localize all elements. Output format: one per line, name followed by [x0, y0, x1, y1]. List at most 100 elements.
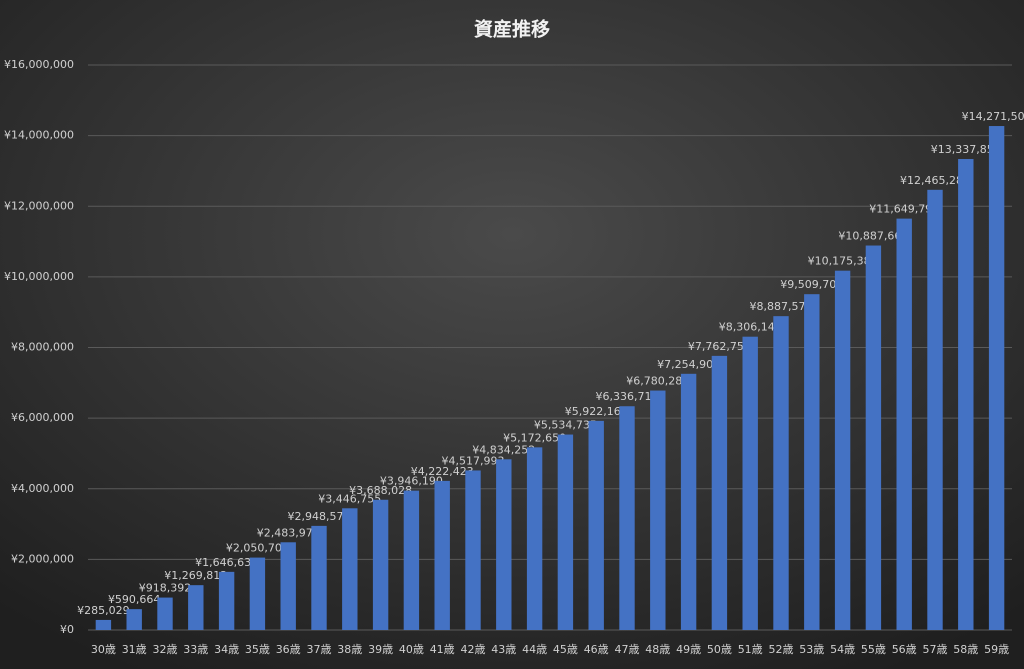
- chart-title: 資産推移: [474, 18, 550, 41]
- y-tick-label: ¥0: [60, 623, 74, 636]
- bar: [434, 480, 450, 630]
- data-label: ¥14,271,504: [962, 110, 1024, 123]
- x-tick-label: 54歳: [830, 643, 855, 656]
- data-label: ¥11,649,798: [869, 203, 939, 216]
- bar: [249, 557, 266, 630]
- data-label: ¥8,306,145: [719, 321, 782, 334]
- bar: [680, 373, 697, 630]
- data-label: ¥1,646,637: [195, 556, 258, 569]
- y-tick-label: ¥4,000,000: [11, 482, 74, 495]
- bar: [188, 585, 204, 630]
- bar: [126, 609, 142, 630]
- data-label: ¥9,509,706: [780, 278, 843, 291]
- data-label: ¥1,269,812: [164, 569, 227, 582]
- bar: [557, 434, 574, 630]
- bar: [372, 499, 389, 630]
- x-tick-label: 53歳: [799, 643, 824, 656]
- bar: [496, 459, 512, 630]
- x-tick-label: 33歳: [183, 643, 208, 656]
- x-tick-label: 46歳: [584, 643, 609, 656]
- data-label: ¥918,392: [139, 582, 192, 595]
- data-label: ¥10,887,662: [838, 230, 908, 243]
- bar: [619, 406, 635, 630]
- x-tick-label: 44歳: [522, 643, 547, 656]
- bar: [157, 597, 173, 630]
- bar: [896, 218, 912, 630]
- x-tick-label: 43歳: [491, 643, 516, 656]
- x-tick-label: 50歳: [707, 643, 732, 656]
- x-tick-label: 31歳: [122, 643, 147, 656]
- bar: [834, 270, 851, 630]
- x-tick-label: 48歳: [645, 643, 670, 656]
- data-label: ¥3,446,755: [318, 492, 381, 505]
- bar: [988, 126, 1005, 631]
- x-tick-label: 39歳: [368, 643, 393, 656]
- bar: [958, 159, 974, 631]
- data-label: ¥8,887,575: [750, 300, 813, 313]
- bar: [865, 245, 882, 631]
- data-label: ¥2,050,702: [226, 542, 289, 555]
- x-tick-label: 52歳: [769, 643, 794, 656]
- bar: [773, 316, 789, 630]
- data-label: ¥10,175,385: [808, 255, 878, 268]
- bar: [526, 447, 543, 630]
- x-tick-label: 51歳: [738, 643, 763, 656]
- data-label: ¥5,922,167: [565, 405, 628, 418]
- x-tick-label: 45歳: [553, 643, 578, 656]
- data-label: ¥2,948,573: [288, 510, 351, 523]
- bar: [218, 571, 235, 630]
- data-label: ¥4,222,423: [411, 465, 474, 478]
- bar: [650, 390, 666, 630]
- x-tick-label: 30歳: [91, 643, 116, 656]
- x-tick-label: 49歳: [676, 643, 701, 656]
- x-tick-label: 58歳: [953, 643, 978, 656]
- bar: [280, 542, 296, 630]
- bar: [711, 355, 728, 630]
- bar: [742, 336, 758, 630]
- data-label: ¥12,465,284: [900, 174, 970, 187]
- x-tick-label: 32歳: [153, 643, 178, 656]
- data-label: ¥5,172,650: [503, 431, 566, 444]
- bar: [342, 508, 358, 630]
- data-label: ¥7,762,752: [688, 340, 751, 353]
- x-tick-label: 35歳: [245, 643, 270, 656]
- bar: [403, 490, 420, 630]
- x-tick-label: 42歳: [461, 643, 486, 656]
- x-tick-label: 40歳: [399, 643, 424, 656]
- y-tick-label: ¥10,000,000: [4, 270, 74, 283]
- x-tick-label: 57歳: [923, 643, 948, 656]
- x-tick-label: 34歳: [214, 643, 239, 656]
- y-tick-label: ¥14,000,000: [4, 129, 74, 142]
- y-tick-label: ¥6,000,000: [11, 411, 74, 424]
- x-tick-label: 55歳: [861, 643, 886, 656]
- y-tick-label: ¥16,000,000: [4, 58, 74, 71]
- data-label: ¥285,029: [77, 604, 130, 617]
- x-tick-label: 56歳: [892, 643, 917, 656]
- data-label: ¥7,254,909: [657, 358, 720, 371]
- data-label: ¥4,834,252: [472, 443, 535, 456]
- x-tick-label: 36歳: [276, 643, 301, 656]
- bar: [311, 525, 327, 630]
- y-tick-label: ¥2,000,000: [11, 552, 74, 565]
- y-tick-label: ¥12,000,000: [4, 199, 74, 212]
- data-label: ¥4,517,993: [442, 454, 505, 467]
- bar: [465, 470, 481, 630]
- x-tick-label: 37歳: [307, 643, 332, 656]
- data-label: ¥3,688,028: [349, 484, 412, 497]
- data-label: ¥2,483,977: [257, 526, 320, 539]
- bar: [927, 189, 943, 631]
- data-label: ¥3,946,190: [380, 475, 443, 488]
- x-tick-label: 38歳: [337, 643, 362, 656]
- data-label: ¥590,664: [108, 593, 161, 606]
- bar: [95, 619, 112, 630]
- bar: [588, 420, 604, 630]
- data-label: ¥13,337,854: [931, 143, 1001, 156]
- bar: [804, 294, 820, 630]
- x-tick-label: 47歳: [615, 643, 640, 656]
- x-tick-label: 41歳: [430, 643, 455, 656]
- data-label: ¥6,336,718: [596, 390, 659, 403]
- data-label: ¥5,534,735: [534, 419, 597, 432]
- y-tick-label: ¥8,000,000: [11, 341, 74, 354]
